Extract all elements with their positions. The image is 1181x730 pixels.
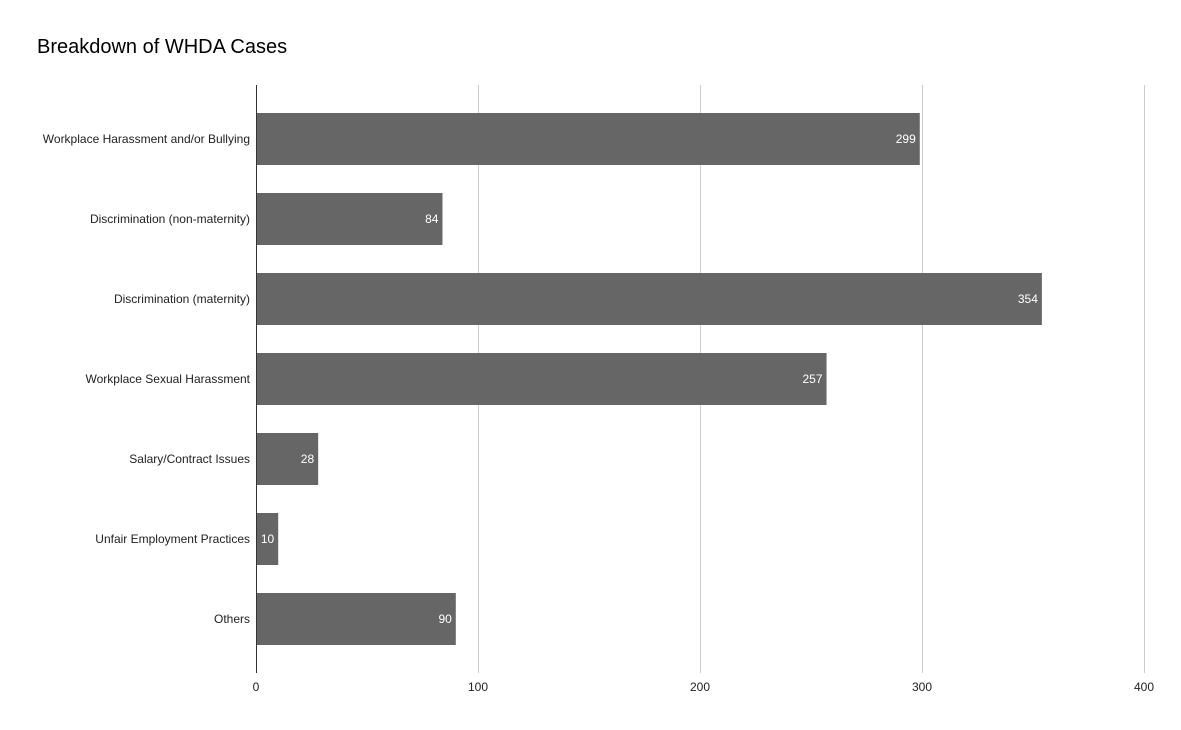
category-label: Discrimination (non-maternity) <box>90 212 250 226</box>
category-label: Others <box>214 612 250 626</box>
bar <box>256 433 319 485</box>
x-tick-label: 400 <box>1134 680 1154 694</box>
data-label: 299 <box>896 132 916 146</box>
data-label: 84 <box>425 212 439 226</box>
x-tick-label: 100 <box>468 680 488 694</box>
bar <box>256 353 827 405</box>
data-label: 28 <box>301 452 315 466</box>
bar <box>256 273 1042 325</box>
category-label: Salary/Contract Issues <box>129 452 250 466</box>
bar <box>256 513 279 565</box>
category-label: Workplace Harassment and/or Bullying <box>43 132 250 146</box>
bar <box>256 113 920 165</box>
data-label: 10 <box>261 532 275 546</box>
data-label: 257 <box>803 372 823 386</box>
x-tick-label: 0 <box>253 680 260 694</box>
category-label: Workplace Sexual Harassment <box>85 372 250 386</box>
data-label: 90 <box>438 612 452 626</box>
bars <box>256 113 1042 645</box>
x-tick-label: 200 <box>690 680 710 694</box>
bar <box>256 193 443 245</box>
labels: 0 100 200 300 400 Workplace Harassment and/or… <box>43 132 1155 694</box>
data-label: 354 <box>1018 292 1038 306</box>
category-label: Unfair Employment Practices <box>95 532 250 546</box>
category-label: Discrimination (maternity) <box>114 292 250 306</box>
x-tick-label: 300 <box>912 680 932 694</box>
bar <box>256 593 456 645</box>
chart-title: Breakdown of WHDA Cases <box>37 36 288 58</box>
